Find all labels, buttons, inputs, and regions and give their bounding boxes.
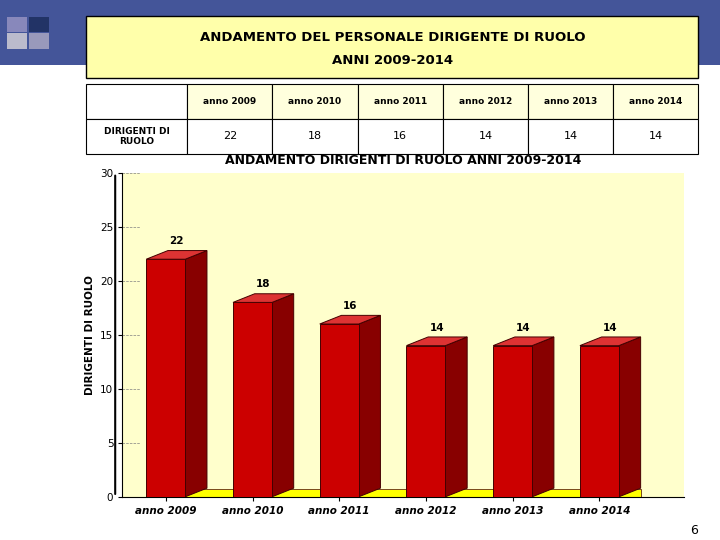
Polygon shape [233, 294, 294, 302]
Polygon shape [493, 346, 532, 497]
FancyBboxPatch shape [443, 84, 528, 119]
Polygon shape [407, 337, 467, 346]
FancyBboxPatch shape [528, 84, 613, 119]
Polygon shape [146, 259, 185, 497]
FancyBboxPatch shape [613, 84, 698, 119]
FancyBboxPatch shape [613, 119, 698, 154]
FancyBboxPatch shape [86, 84, 187, 119]
Text: DIRIGENTI DI
RUOLO: DIRIGENTI DI RUOLO [104, 127, 170, 146]
Text: anno 2010: anno 2010 [289, 97, 341, 106]
Text: ANDAMENTO DEL PERSONALE DIRIGENTE DI RUOLO: ANDAMENTO DEL PERSONALE DIRIGENTE DI RUO… [199, 31, 585, 44]
Polygon shape [320, 315, 380, 324]
Polygon shape [532, 337, 554, 497]
Polygon shape [493, 337, 554, 346]
Polygon shape [185, 251, 207, 497]
FancyBboxPatch shape [272, 84, 358, 119]
Polygon shape [359, 315, 380, 497]
Text: 14: 14 [478, 131, 492, 141]
Polygon shape [580, 346, 619, 497]
Text: anno 2013: anno 2013 [544, 97, 597, 106]
Title: ANDAMENTO DIRIGENTI DI RUOLO ANNI 2009-2014: ANDAMENTO DIRIGENTI DI RUOLO ANNI 2009-2… [225, 154, 581, 167]
FancyBboxPatch shape [86, 16, 698, 78]
FancyBboxPatch shape [443, 119, 528, 154]
FancyBboxPatch shape [187, 84, 272, 119]
Text: anno 2012: anno 2012 [459, 97, 512, 106]
FancyBboxPatch shape [86, 119, 187, 154]
FancyBboxPatch shape [358, 119, 443, 154]
Text: ANNI 2009-2014: ANNI 2009-2014 [332, 55, 453, 68]
Text: 22: 22 [169, 236, 184, 246]
Polygon shape [272, 294, 294, 497]
Text: 18: 18 [256, 279, 271, 289]
Polygon shape [146, 251, 207, 259]
Text: 18: 18 [308, 131, 322, 141]
Polygon shape [446, 337, 467, 497]
Y-axis label: DIRIGENTI DI RUOLO: DIRIGENTI DI RUOLO [84, 275, 94, 395]
Text: 14: 14 [564, 131, 577, 141]
Text: 14: 14 [516, 322, 531, 333]
Polygon shape [320, 324, 359, 497]
Polygon shape [580, 337, 641, 346]
Text: 14: 14 [649, 131, 663, 141]
Text: anno 2011: anno 2011 [374, 97, 427, 106]
Polygon shape [146, 489, 641, 497]
Text: anno 2009: anno 2009 [203, 97, 256, 106]
FancyBboxPatch shape [272, 119, 358, 154]
Text: anno 2014: anno 2014 [629, 97, 683, 106]
Text: 16: 16 [343, 301, 357, 311]
Text: 22: 22 [222, 131, 237, 141]
Text: 14: 14 [430, 322, 444, 333]
Polygon shape [619, 337, 641, 497]
Text: 16: 16 [393, 131, 408, 141]
Text: 14: 14 [603, 322, 618, 333]
Polygon shape [407, 346, 446, 497]
FancyBboxPatch shape [187, 119, 272, 154]
FancyBboxPatch shape [528, 119, 613, 154]
Text: 6: 6 [690, 524, 698, 537]
FancyBboxPatch shape [358, 84, 443, 119]
Polygon shape [233, 302, 272, 497]
